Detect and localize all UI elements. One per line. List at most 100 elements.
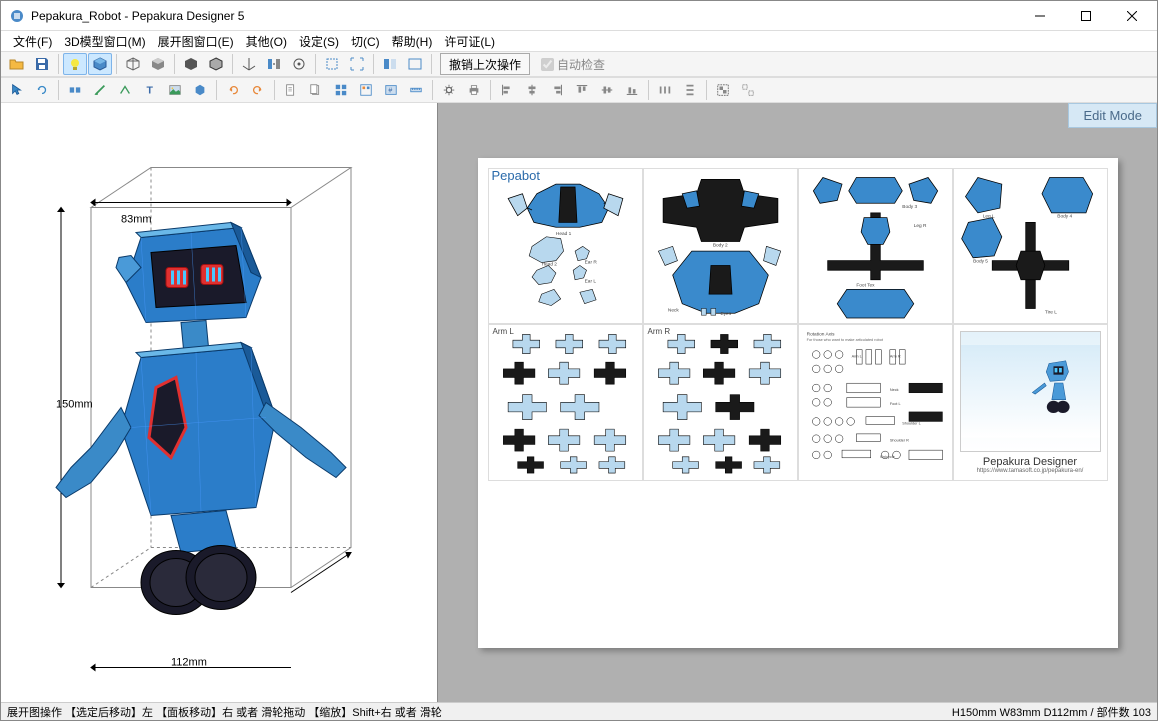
light-button[interactable] [63, 53, 87, 75]
toolbar-main: 撤销上次操作 自动检查 [1, 51, 1157, 77]
panel-2d-unfold[interactable]: Edit Mode Pepabot [438, 103, 1157, 702]
viewport-2d[interactable]: Pepabot [438, 103, 1157, 702]
maximize-button[interactable] [1063, 2, 1109, 30]
rotate-tool-button[interactable] [30, 79, 54, 101]
viewport-3d[interactable]: 83mm 150mm 112mm [1, 103, 437, 702]
menu-help[interactable]: 帮助(H) [386, 31, 439, 52]
color-tool-button[interactable] [188, 79, 212, 101]
flip-button[interactable] [262, 53, 286, 75]
sheet-cell[interactable]: Head 1 Head 2 Ear R Ear L [488, 168, 643, 325]
close-button[interactable] [1109, 2, 1155, 30]
auto-check-label[interactable]: 自动检查 [541, 56, 605, 73]
select-button[interactable] [320, 53, 344, 75]
svg-text:Shoulder L: Shoulder L [902, 421, 920, 425]
split-v-icon [382, 56, 398, 72]
sheet-cell[interactable]: Body 2 Neck Eyes [643, 168, 798, 325]
sheet-cell[interactable]: Leg L Body 4 Body 5 Tire L [953, 168, 1108, 325]
auto-check-checkbox[interactable] [541, 58, 554, 71]
wireframe-button[interactable] [121, 53, 145, 75]
bulb-icon [67, 56, 83, 72]
svg-text:Unicycle: Unicycle [880, 455, 894, 459]
measure-button[interactable] [404, 79, 428, 101]
wireframe-icon [125, 56, 141, 72]
menu-settings[interactable]: 设定(S) [293, 31, 345, 52]
flat-shade-button[interactable] [146, 53, 170, 75]
menu-file[interactable]: 文件(F) [7, 31, 58, 52]
divide-icon [93, 83, 107, 97]
undo-button[interactable] [221, 79, 245, 101]
menu-license[interactable]: 许可证(L) [438, 31, 501, 52]
menu-3d-window[interactable]: 3D模型窗口(M) [58, 31, 151, 52]
svg-text:Neck: Neck [667, 307, 678, 313]
pages-button[interactable] [304, 79, 328, 101]
status-left-text: 展开图操作 【选定后移动】左 【面板移动】右 或者 滑轮拖动 【缩放】Shift… [7, 704, 952, 720]
svg-text:Rotation Axis: Rotation Axis [806, 332, 834, 338]
align-top-icon [575, 83, 589, 97]
sheet-cell[interactable]: Rotation Axis For those who want to make… [798, 324, 953, 481]
auto-check-text: 自动检查 [557, 56, 605, 73]
separator [274, 80, 275, 100]
separator [431, 54, 432, 74]
menu-unfold-window[interactable]: 展开图窗口(E) [152, 31, 240, 52]
join-tool-button[interactable] [63, 79, 87, 101]
cell-label: Arm L [493, 327, 514, 336]
select-tool-button[interactable] [5, 79, 29, 101]
redo-button[interactable] [246, 79, 270, 101]
settings-button[interactable] [437, 79, 461, 101]
divide-tool-button[interactable] [88, 79, 112, 101]
arrange-icon [359, 83, 373, 97]
app-icon [9, 8, 25, 24]
dim-depth-label: 112mm [171, 657, 207, 669]
open-button[interactable] [5, 53, 29, 75]
separator [58, 54, 59, 74]
align-center-h-button[interactable] [520, 79, 544, 101]
distribute-v-button[interactable] [678, 79, 702, 101]
edges-button[interactable] [204, 53, 228, 75]
svg-text:Ear L: Ear L [584, 278, 596, 284]
single-view-button[interactable] [403, 53, 427, 75]
sheet-cell[interactable]: Arm R [643, 324, 798, 481]
separator [490, 80, 491, 100]
svg-text:Foot L: Foot L [889, 402, 900, 406]
number-button[interactable]: # [379, 79, 403, 101]
save-button[interactable] [30, 53, 54, 75]
sheet-cell[interactable]: Arm L [488, 324, 643, 481]
sheet-grid: Head 1 Head 2 Ear R Ear L [488, 168, 1108, 638]
reset-view-button[interactable] [287, 53, 311, 75]
panel-3d-view[interactable]: 83mm 150mm 112mm [1, 103, 437, 702]
solid-button[interactable] [179, 53, 203, 75]
align-bottom-button[interactable] [620, 79, 644, 101]
sheet-cell[interactable]: Body 3 Leg R Foot Tex [798, 168, 953, 325]
text-tool-button[interactable]: T [138, 79, 162, 101]
branding-title: Pepakura Designer [983, 456, 1077, 468]
align-top-button[interactable] [570, 79, 594, 101]
distribute-h-button[interactable] [653, 79, 677, 101]
cube-blue-icon [193, 83, 207, 97]
ungroup-button[interactable] [736, 79, 760, 101]
align-left-button[interactable] [495, 79, 519, 101]
minimize-button[interactable] [1017, 2, 1063, 30]
separator [432, 80, 433, 100]
fit-button[interactable] [345, 53, 369, 75]
print-button[interactable] [462, 79, 486, 101]
layout-button[interactable] [329, 79, 353, 101]
menu-other[interactable]: 其他(O) [240, 31, 293, 52]
align-right-button[interactable] [545, 79, 569, 101]
page-button[interactable] [279, 79, 303, 101]
fit-icon [349, 56, 365, 72]
split-vertical-button[interactable] [378, 53, 402, 75]
print-icon [467, 83, 481, 97]
image-tool-button[interactable] [163, 79, 187, 101]
robot-model [56, 223, 346, 615]
undo-action-button[interactable]: 撤销上次操作 [440, 53, 530, 75]
texture-button[interactable] [88, 53, 112, 75]
axes-button[interactable] [237, 53, 261, 75]
toolbar-edit: T # [1, 77, 1157, 103]
arrange-button[interactable] [354, 79, 378, 101]
group-button[interactable] [711, 79, 735, 101]
flap-icon [118, 83, 132, 97]
separator [116, 54, 117, 74]
flap-tool-button[interactable] [113, 79, 137, 101]
menu-cut[interactable]: 切(C) [345, 31, 386, 52]
align-middle-button[interactable] [595, 79, 619, 101]
